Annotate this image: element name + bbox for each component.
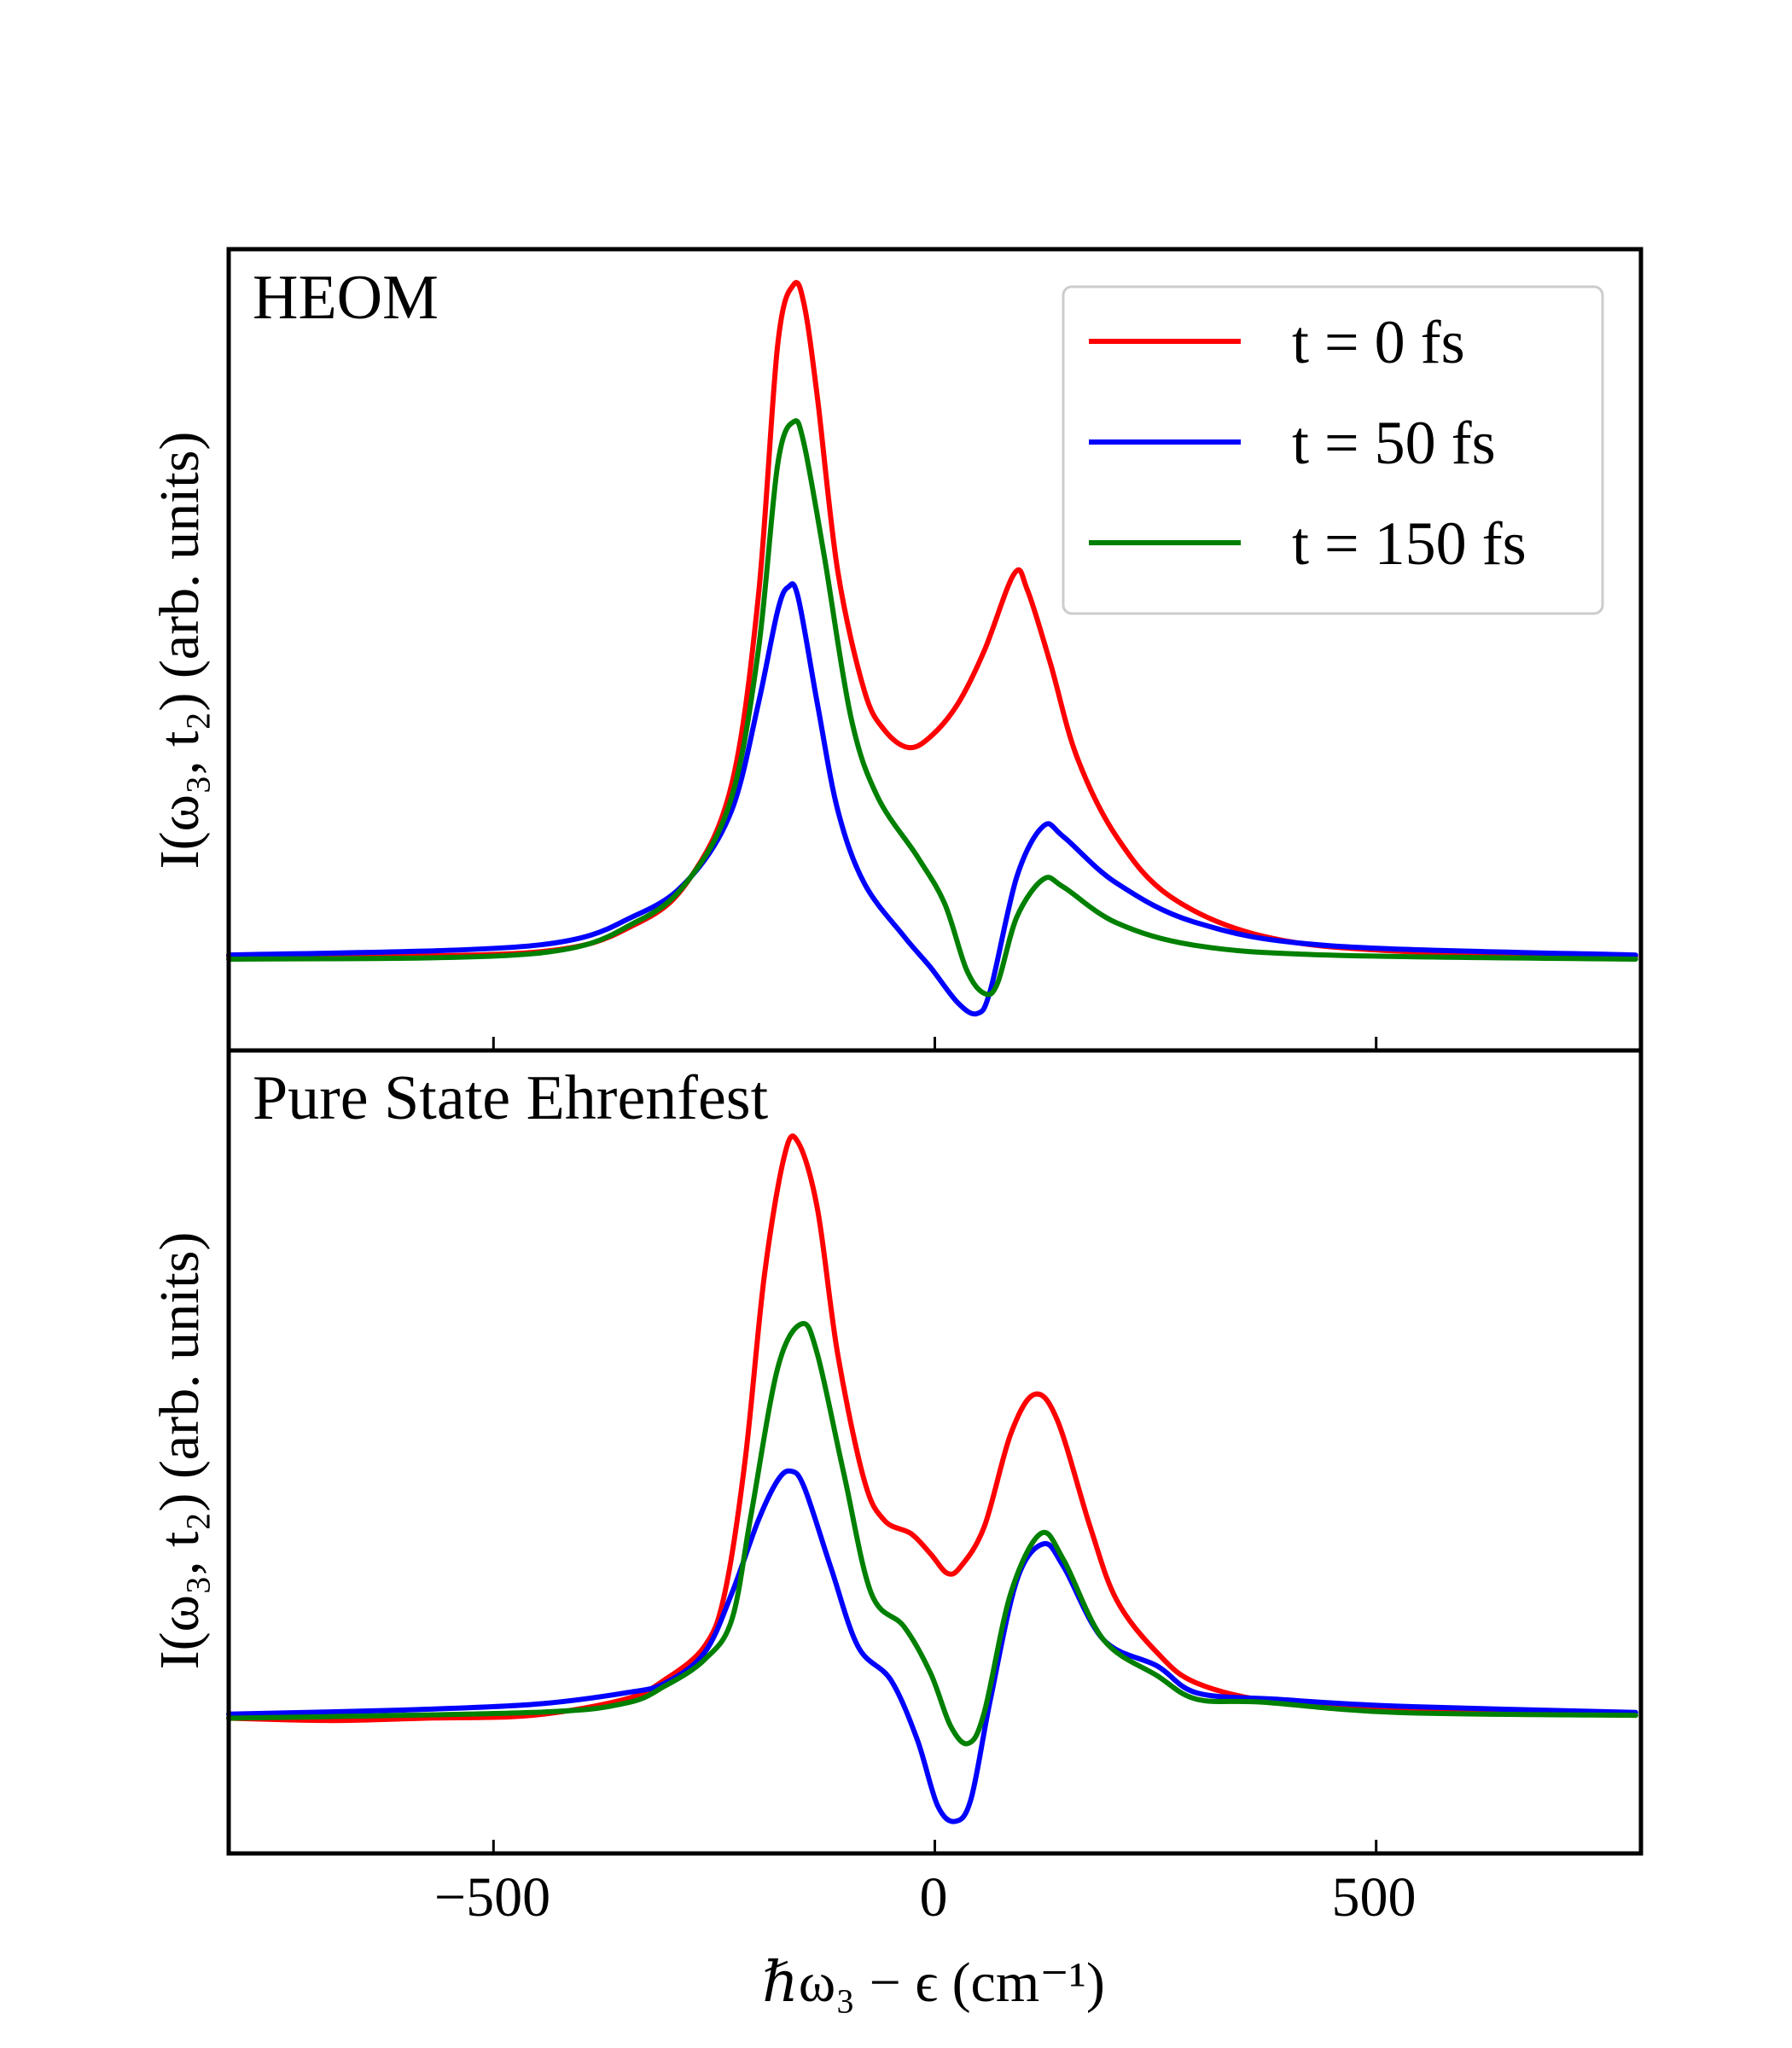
heom-series-group [226,280,1638,1017]
legend-box [1062,285,1604,615]
y-axis-label-bottom: I(ω₃, t₂) (arb. units) [148,1232,211,1670]
heom-x-ticks [492,1037,1378,1050]
panel-heom: HEOM I(ω₃, t₂) (arb. units) t = 0 fs t =… [148,247,1644,1053]
series-line-green [226,418,1638,998]
panel-title-ehrenfest: Pure State Ehrenfest [253,1063,769,1133]
x-axis-label: ℏω₃ − ϵ (cm⁻¹) [762,1952,1105,2014]
legend-label-t0: t = 0 fs [1292,308,1465,376]
series-line-blue [226,1468,1638,1824]
x-tick-label-500: 500 [1332,1866,1417,1929]
legend: t = 0 fs t = 50 fs t = 150 fs [1062,285,1604,615]
series-line-green [226,1320,1638,1747]
ehrenfest-x-ticks [492,1840,1378,1853]
ehrenfest-axes-frame [226,1048,1644,1856]
series-line-red [226,1133,1638,1724]
legend-label-t150: t = 150 fs [1292,509,1527,578]
series-line-blue [226,581,1638,1017]
panel-ehrenfest: Pure State Ehrenfest I(ω₃, t₂) (arb. uni… [148,1048,1644,2014]
y-axis-label-top: I(ω₃, t₂) (arb. units) [148,432,211,870]
legend-label-t50: t = 50 fs [1292,409,1496,477]
panel-title-heom: HEOM [253,263,439,333]
x-tick-label-0: 0 [920,1866,948,1929]
x-tick-label-minus500: −500 [434,1866,550,1929]
ehrenfest-series-group [226,1133,1638,1824]
